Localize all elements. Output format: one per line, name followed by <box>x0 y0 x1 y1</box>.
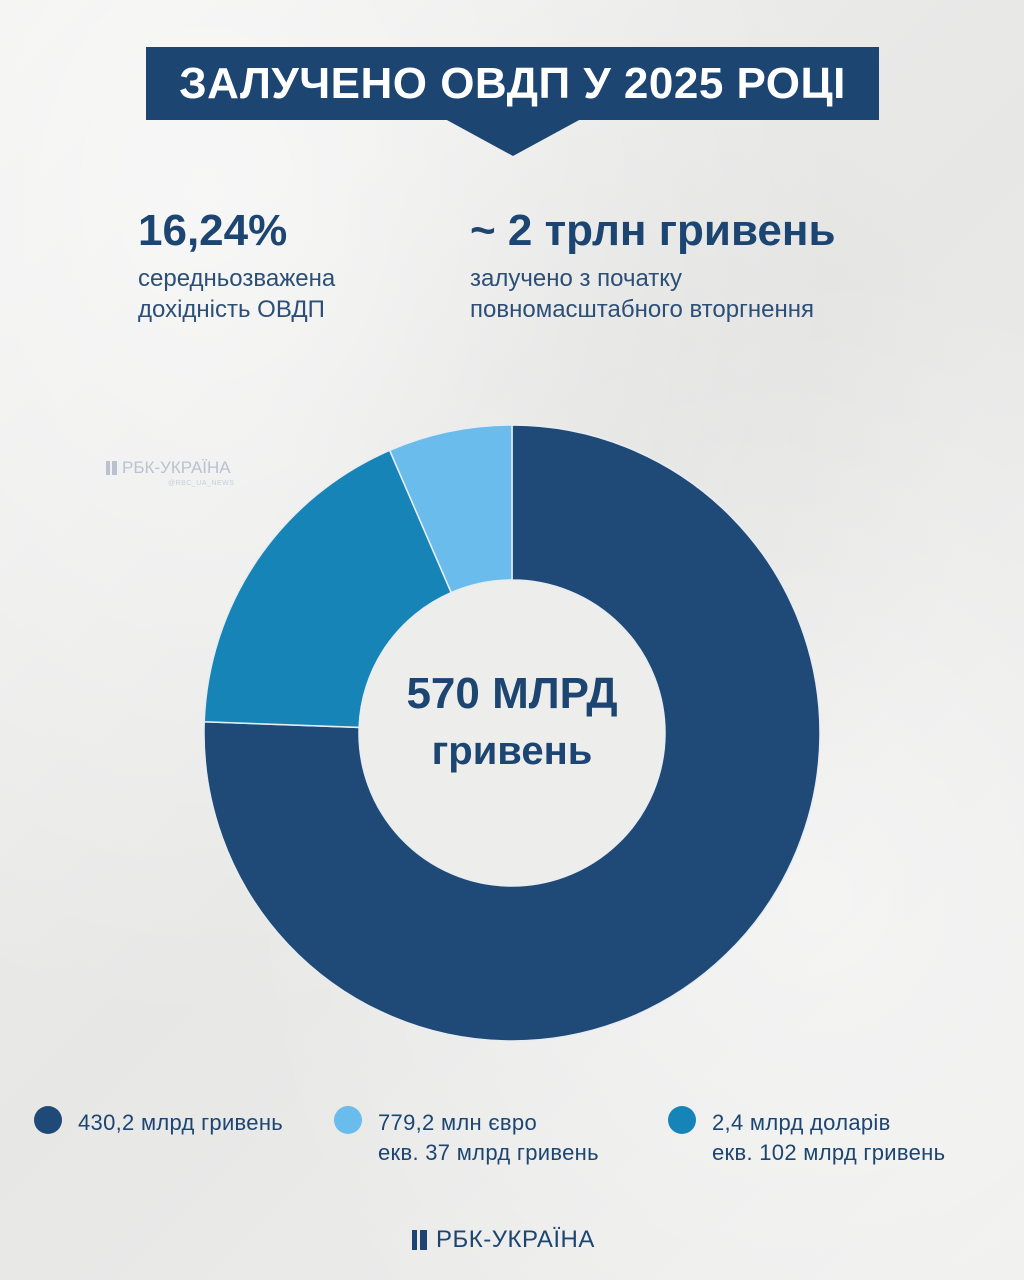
legend-sublabel-eur: екв. 37 млрд гривень <box>378 1140 599 1165</box>
stat-yield-description: середньозважена дохідність ОВДП <box>138 265 336 323</box>
stat-total-raised-value: ~ 2 трлн гривень <box>470 206 836 255</box>
stat-total-raised-description: залучено з початку повномасштабного втор… <box>470 265 814 323</box>
donut-center-label: 570 МЛРД гривень <box>362 665 662 779</box>
footer-logo: РБК-УКРАЇНА <box>412 1226 595 1254</box>
watermark-handle: @RBC_UA_NEWS <box>168 480 235 487</box>
legend-label-eur: 779,2 млн євро <box>378 1110 537 1135</box>
legend-label-usd: 2,4 млрд доларів <box>712 1110 891 1135</box>
watermark-brand: РБК-УКРАЇНА <box>122 458 231 477</box>
legend-label-uah: 430,2 млрд гривень <box>78 1110 284 1135</box>
legend-swatch-uah <box>34 1106 62 1134</box>
footer-brand: РБК-УКРАЇНА <box>436 1226 595 1253</box>
donut-center-value: 570 МЛРД <box>406 669 618 718</box>
stat-yield: 16,24% середньозважена дохідність ОВДП <box>138 205 335 325</box>
donut-slice-eur <box>388 424 513 594</box>
donut-slice-usd <box>203 449 453 729</box>
stat-total-raised: ~ 2 трлн гривень залучено з початку повн… <box>470 205 836 325</box>
legend-item-eur: 779,2 млн євро екв. 37 млрд гривень <box>334 1106 599 1168</box>
legend-swatch-eur <box>334 1106 362 1134</box>
stat-yield-value: 16,24% <box>138 206 288 255</box>
watermark-logo: РБК-УКРАЇНА <box>106 458 231 478</box>
legend-swatch-usd <box>668 1106 696 1134</box>
legend-sublabel-usd: екв. 102 млрд гривень <box>712 1140 946 1165</box>
legend-item-usd: 2,4 млрд доларів екв. 102 млрд гривень <box>668 1106 946 1168</box>
donut-center-unit: гривень <box>431 729 593 773</box>
rbc-logo-icon <box>412 1230 428 1250</box>
title-banner: ЗАЛУЧЕНО ОВДП У 2025 РОЦІ <box>146 47 879 120</box>
donut-hole <box>360 581 664 885</box>
legend-item-uah: 430,2 млрд гривень <box>34 1106 284 1138</box>
rbc-logo-icon <box>106 461 118 475</box>
donut-slice-uah <box>203 424 821 1042</box>
page-title: ЗАЛУЧЕНО ОВДП У 2025 РОЦІ <box>179 58 846 108</box>
